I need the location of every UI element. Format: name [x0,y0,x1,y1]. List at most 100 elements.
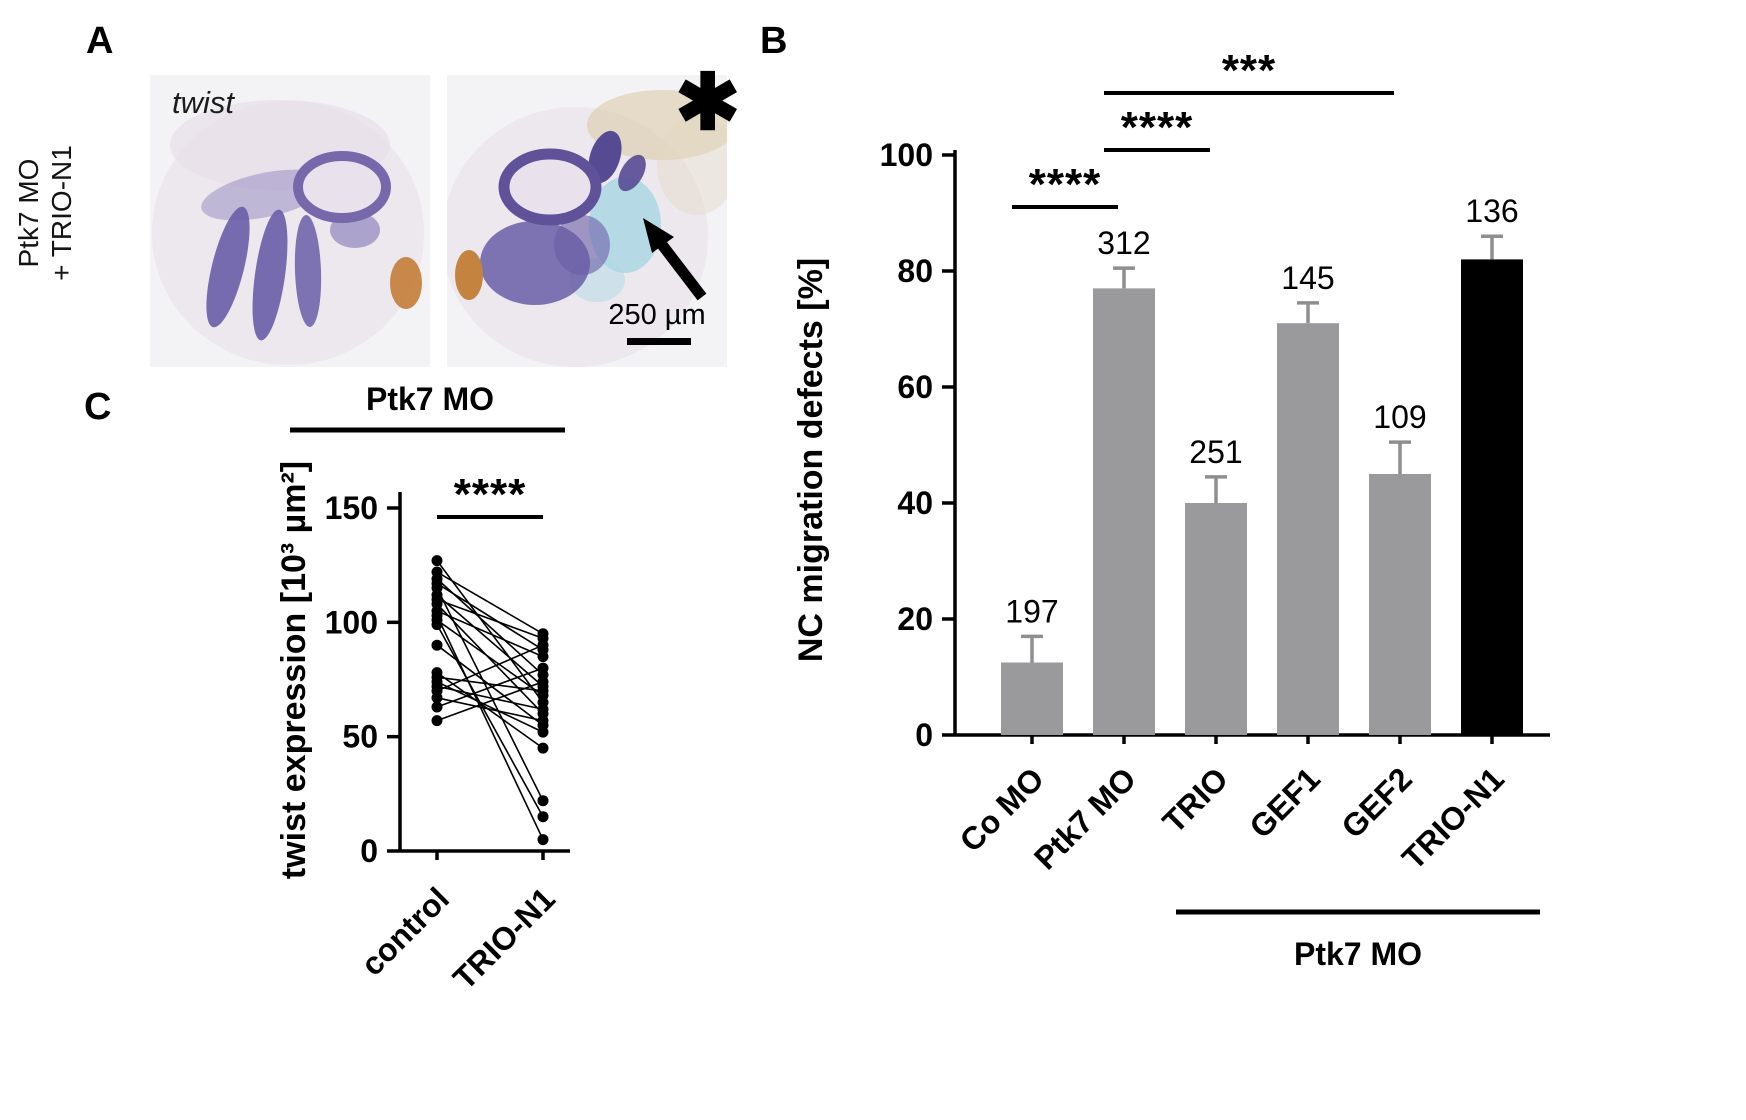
arrow-shaft [655,238,707,301]
asterisk-annotation: ✱ [675,58,741,146]
n-label-co-mo: 197 [1005,593,1058,629]
data-point-control-20 [431,715,443,727]
embryo-image-right: ✱ 250 µm [442,63,740,367]
eye-vesicle [293,151,391,223]
c-title: Ptk7 MO [366,381,494,417]
sig-stars-1: **** [1121,103,1194,152]
bar-trio [1185,503,1247,735]
cement-gland [390,257,422,309]
pair-line-1 [436,571,544,635]
group-label: Ptk7 MO [1294,936,1422,972]
n-label-ptk7-mo: 312 [1097,225,1150,261]
arrow-annotation [643,218,707,301]
c-x-label-control: control [354,880,456,982]
pair-line-7 [436,603,544,715]
b-x-label-trio: TRIO [1155,760,1235,840]
eye-vesicle [498,148,602,226]
data-point-trio-n1-15 [537,726,549,738]
data-point-control-11 [431,619,443,631]
b-y-tick-label: 0 [915,717,933,753]
bar-gef2 [1369,474,1431,735]
pair-line-0 [436,560,544,703]
c-x-label-trio-n1: TRIO-N1 [446,880,562,996]
c-y-tick-label: 100 [325,604,378,640]
data-point-trio-n1-20 [537,676,549,688]
panel-b-label: B [760,20,788,62]
pair-line-6 [436,598,544,640]
sig-stars-0: **** [1029,160,1102,209]
pair-line-3 [436,582,544,651]
nc-condensed-blob-2 [618,154,646,192]
c-y-tick-label: 50 [342,719,378,755]
bar-ptk7-mo [1093,288,1155,735]
n-label-gef1: 145 [1281,260,1334,296]
panel-c-label: C [84,386,112,428]
b-y-tick-label: 100 [880,137,933,173]
b-x-label-gef2: GEF2 [1334,760,1419,845]
yolk-patch [587,90,737,160]
data-point-trio-n1-17 [537,639,549,651]
b-x-label-gef1: GEF1 [1242,760,1327,845]
b-x-label-ptk7-mo: Ptk7 MO [1027,760,1143,876]
panel-a-label: A [86,20,114,62]
cement-gland [455,250,483,300]
embryo-left-graphic [150,75,430,367]
pair-line-10 [436,619,544,697]
pair-line-11 [436,624,544,818]
data-point-control-18 [431,692,443,704]
pair-line-9 [436,615,544,840]
c-y-tick-label: 0 [360,833,378,869]
bar-trio-n1 [1461,259,1523,735]
b-y-axis-label: NC migration defects [%] [792,258,830,662]
pair-line-19 [436,667,544,708]
embryo-image-left: twist [150,75,430,367]
b-x-label-trio-n1: TRIO-N1 [1395,760,1511,876]
arrow-head [643,218,674,253]
data-point-trio-n1-16 [537,703,549,715]
side-label-line2: + TRIO-N1 [46,145,78,281]
data-point-control-0 [431,555,443,567]
nc-stream-3 [294,215,322,327]
pair-line-8 [436,610,544,658]
paired-scatter-twist-expression: Ptk7 MO **** twist expression [10³ µm²] 0 50… [275,381,570,996]
pair-line-5 [436,594,544,687]
data-point-trio-n1-9 [537,834,549,846]
n-label-trio-n1: 136 [1465,193,1518,229]
bar-co-mo [1001,662,1063,735]
n-label-trio: 251 [1189,434,1242,470]
b-y-tick-label: 20 [897,601,933,637]
data-point-trio-n1-11 [537,811,549,823]
scale-bar [627,338,691,345]
panel-a-side-label: Ptk7 MO + TRIO-N1 [12,83,78,343]
side-label-line1: Ptk7 MO [13,158,44,268]
n-label-gef2: 109 [1373,399,1426,435]
pair-line-16 [436,685,544,711]
sig-stars-2: *** [1222,46,1276,95]
pair-line-20 [436,681,544,722]
nc-stream-1 [206,206,250,328]
data-point-trio-n1-4 [537,795,549,807]
nc-mass-2 [554,215,610,275]
nc-stream-2 [252,209,288,341]
yolk-patch-2 [657,115,737,215]
bar-chart-nc-migration: NC migration defects [%]020406080100197C… [792,46,1550,972]
c-y-axis-label: twist expression [10³ µm²] [275,461,313,879]
bar-gef1 [1277,323,1339,735]
data-point-trio-n1-19 [537,662,549,674]
b-y-tick-label: 80 [897,253,933,289]
data-point-trio-n1-14 [537,685,549,697]
data-point-trio-n1-8 [537,651,549,663]
pair-line-12 [436,644,544,726]
pair-line-18 [436,697,544,722]
nc-condensed-blob-1 [588,130,622,184]
embryo-right-graphic [442,75,737,367]
data-point-trio-n1-18 [537,715,549,727]
data-point-control-19 [431,701,443,713]
scale-bar-label: 250 µm [608,299,706,331]
data-point-trio-n1-13 [537,742,549,754]
data-point-control-12 [431,639,443,651]
c-y-tick-label: 150 [325,490,378,526]
b-y-tick-label: 40 [897,485,933,521]
b-y-tick-label: 60 [897,369,933,405]
